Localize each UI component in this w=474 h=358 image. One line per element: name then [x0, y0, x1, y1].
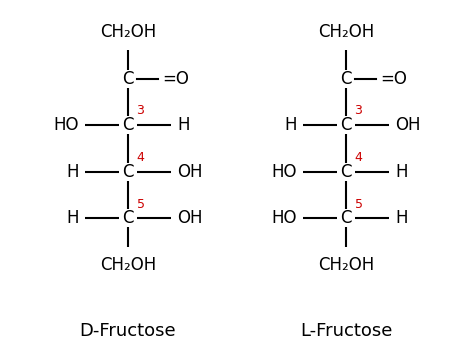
- Text: H: H: [66, 163, 79, 181]
- Text: C: C: [122, 163, 134, 181]
- Text: HO: HO: [271, 209, 297, 227]
- Text: C: C: [122, 70, 134, 88]
- Text: H: H: [395, 209, 408, 227]
- Text: CH₂OH: CH₂OH: [318, 23, 374, 41]
- Text: OH: OH: [395, 116, 421, 134]
- Text: 5: 5: [137, 198, 145, 211]
- Text: 4: 4: [137, 151, 145, 164]
- Text: C: C: [122, 116, 134, 134]
- Text: =O: =O: [162, 70, 189, 88]
- Text: OH: OH: [177, 163, 203, 181]
- Text: H: H: [284, 116, 297, 134]
- Text: C: C: [340, 163, 352, 181]
- Text: C: C: [340, 209, 352, 227]
- Text: 3: 3: [355, 105, 363, 117]
- Text: L-Fructose: L-Fructose: [300, 322, 392, 340]
- Text: C: C: [340, 116, 352, 134]
- Text: C: C: [340, 70, 352, 88]
- Text: 4: 4: [355, 151, 363, 164]
- Text: H: H: [66, 209, 79, 227]
- Text: D-Fructose: D-Fructose: [80, 322, 176, 340]
- Text: HO: HO: [271, 163, 297, 181]
- Text: CH₂OH: CH₂OH: [100, 256, 156, 274]
- Text: =O: =O: [380, 70, 407, 88]
- Text: OH: OH: [177, 209, 203, 227]
- Text: 5: 5: [355, 198, 363, 211]
- Text: HO: HO: [53, 116, 79, 134]
- Text: CH₂OH: CH₂OH: [100, 23, 156, 41]
- Text: C: C: [122, 209, 134, 227]
- Text: H: H: [177, 116, 190, 134]
- Text: CH₂OH: CH₂OH: [318, 256, 374, 274]
- Text: 3: 3: [137, 105, 145, 117]
- Text: H: H: [395, 163, 408, 181]
